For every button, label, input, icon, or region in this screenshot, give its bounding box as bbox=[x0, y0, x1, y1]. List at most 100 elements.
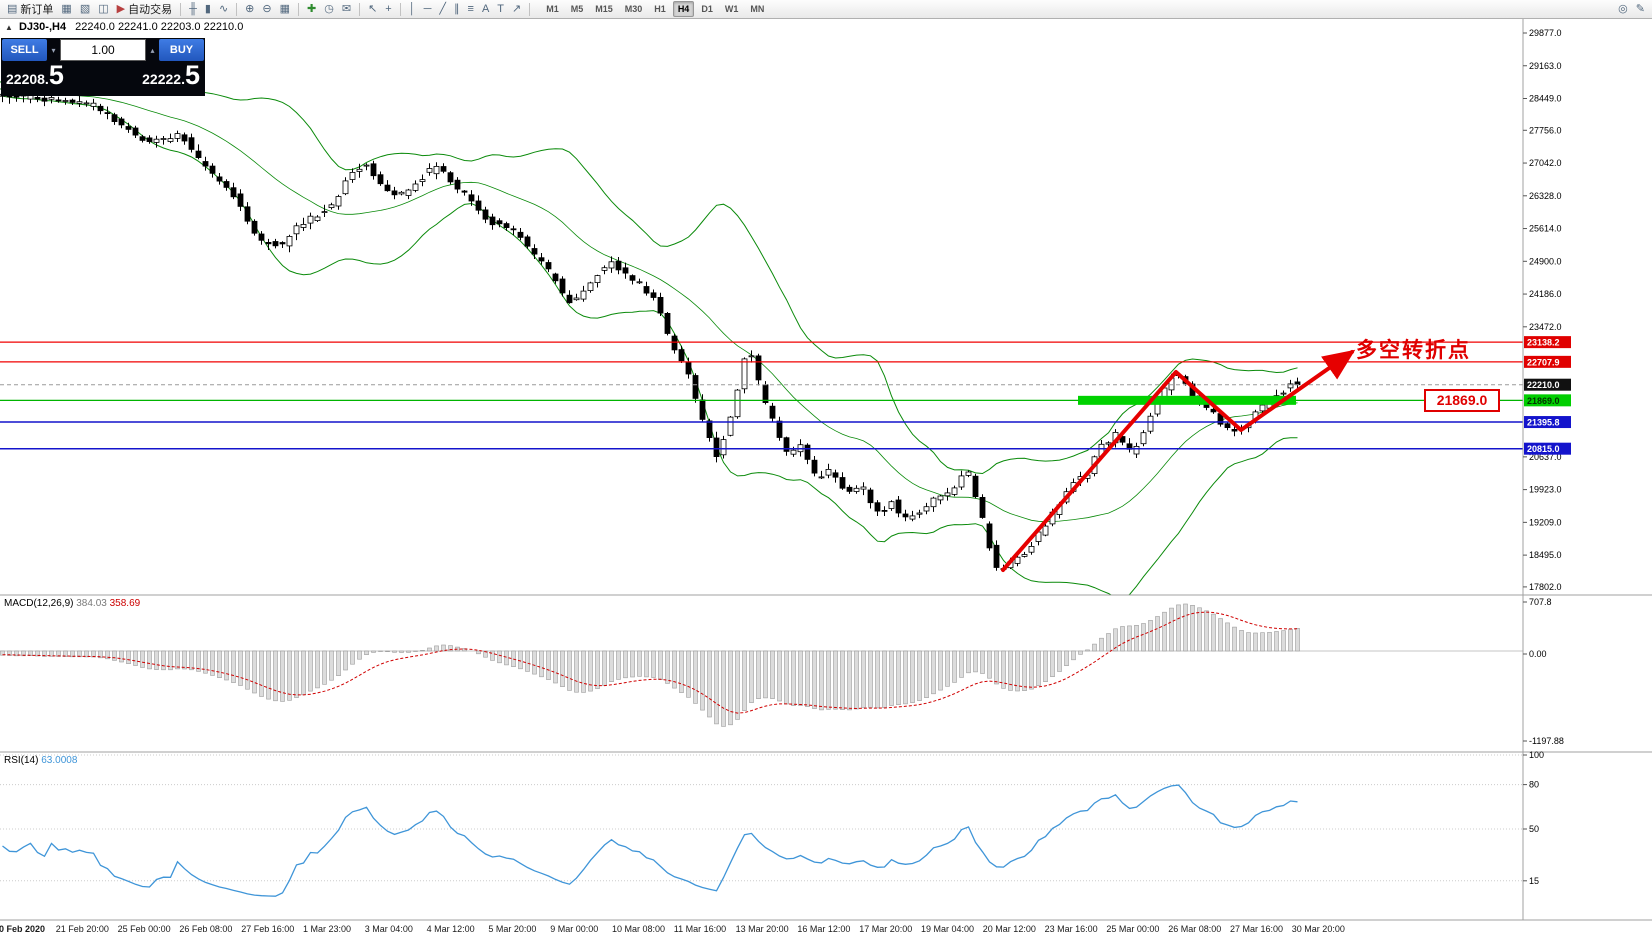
candlestick-chart-button[interactable]: ▮ bbox=[201, 0, 215, 19]
toolbar-left-group: ▤ 新订单 ▦ ▧ ◫ ▶ 自动交易 ╫ ▮ ∿ ⊕ ⊖ ▦ ✚ ◷ ✉ ↖ + │ ─ ╱ ∥ ≡ A T ↗ bbox=[3, 0, 534, 19]
svg-text:13 Mar 20:00: 13 Mar 20:00 bbox=[736, 924, 789, 934]
buy-button[interactable]: BUY bbox=[159, 39, 204, 61]
timeframe-m15-button[interactable]: M15 bbox=[595, 4, 613, 14]
svg-text:3 Mar 04:00: 3 Mar 04:00 bbox=[365, 924, 413, 934]
svg-text:29163.0: 29163.0 bbox=[1529, 61, 1562, 71]
new-chart-button[interactable]: ✚ bbox=[303, 0, 320, 19]
timeframe-d1-button[interactable]: D1 bbox=[701, 4, 713, 14]
timeframe-m5-button[interactable]: M5 bbox=[570, 4, 584, 14]
timeframe-h4-button[interactable]: H4 bbox=[672, 1, 695, 17]
chart-window-button[interactable]: ▦ bbox=[57, 0, 75, 19]
horizontal-line-button[interactable]: ─ bbox=[420, 0, 436, 19]
profiles-button[interactable]: ▧ bbox=[76, 0, 94, 19]
autotrading-button-label: 自动交易 bbox=[128, 4, 173, 16]
trendline-button[interactable]: ╱ bbox=[435, 0, 450, 19]
mail-icon: ✉ bbox=[341, 2, 352, 15]
buy-price-big-digit: 5 bbox=[184, 60, 200, 90]
edit-icon: ✎ bbox=[1635, 2, 1645, 15]
bar-chart-button[interactable]: ╫ bbox=[185, 0, 201, 19]
svg-text:23472.0: 23472.0 bbox=[1529, 322, 1562, 332]
timeframe-m1-button[interactable]: M1 bbox=[546, 4, 559, 14]
rsi-line bbox=[2, 784, 1298, 897]
rsi-name: RSI(14) bbox=[4, 755, 39, 766]
fibonacci-icon: ≡ bbox=[467, 2, 474, 15]
autotrading-button[interactable]: ▶ 自动交易 bbox=[113, 0, 176, 19]
trendline-icon: ╱ bbox=[439, 2, 447, 15]
macd-axis[interactable]: 707.8 0.00 -1197.88 bbox=[1523, 597, 1564, 746]
cursor-button[interactable]: ↖ bbox=[364, 0, 381, 19]
svg-text:25 Feb 00:00: 25 Feb 00:00 bbox=[118, 924, 171, 934]
svg-text:25614.0: 25614.0 bbox=[1529, 224, 1562, 234]
time-axis[interactable]: 20 Feb 2020 21 Feb 20:00 25 Feb 00:00 26 Fe… bbox=[0, 924, 1345, 934]
timeframe-w1-button[interactable]: W1 bbox=[724, 4, 739, 14]
volume-decrease-button[interactable]: ▾ bbox=[51, 45, 56, 55]
chart-area[interactable] bbox=[0, 18, 1523, 595]
arrows-icon: ↗ bbox=[512, 2, 522, 15]
volume-increase-button[interactable]: ▴ bbox=[150, 45, 155, 55]
svg-text:25 Mar 00:00: 25 Mar 00:00 bbox=[1106, 924, 1159, 934]
text-button[interactable]: A bbox=[478, 0, 493, 19]
turning-point-annotation: 多空转折点 bbox=[1356, 339, 1471, 362]
svg-text:20 Mar 12:00: 20 Mar 12:00 bbox=[983, 924, 1036, 934]
svg-text:10 Mar 08:00: 10 Mar 08:00 bbox=[612, 924, 665, 934]
macd-name: MACD(12,26,9) bbox=[4, 598, 74, 609]
tile-windows-button[interactable]: ▦ bbox=[276, 0, 294, 19]
trend-arrow bbox=[1001, 349, 1356, 572]
svg-text:9 Mar 00:00: 9 Mar 00:00 bbox=[550, 924, 598, 934]
collapse-one-click-icon[interactable]: ▲ bbox=[5, 23, 13, 32]
text-label-icon: T bbox=[497, 2, 505, 15]
svg-text:19 Mar 04:00: 19 Mar 04:00 bbox=[921, 924, 974, 934]
level-price-box: 21869.0 bbox=[1424, 389, 1500, 412]
rsi-axis[interactable]: 100 80 50 15 bbox=[1523, 750, 1544, 886]
crosshair-button[interactable]: + bbox=[381, 0, 395, 19]
sell-button[interactable]: SELL bbox=[2, 39, 47, 61]
sell-price-big-digit: 5 bbox=[48, 60, 64, 90]
svg-text:26328.0: 26328.0 bbox=[1529, 191, 1562, 201]
panel-separators bbox=[0, 18, 1652, 921]
vertical-line-icon: │ bbox=[408, 2, 416, 15]
period-clock-button[interactable]: ◷ bbox=[320, 0, 338, 19]
edit-button[interactable]: ✎ bbox=[1632, 0, 1649, 19]
zoom-out-icon: ⊖ bbox=[262, 2, 272, 15]
zoom-out-button[interactable]: ⊖ bbox=[258, 0, 275, 19]
new-order-button[interactable]: ▤ 新订单 bbox=[3, 0, 57, 19]
timeframe-m30-button[interactable]: M30 bbox=[624, 4, 643, 14]
new-order-button-label: 新订单 bbox=[20, 4, 54, 16]
toolbar-separator bbox=[236, 2, 238, 16]
search-button[interactable]: ◎ bbox=[1614, 0, 1632, 19]
timeframe-h1-button[interactable]: H1 bbox=[654, 4, 666, 14]
line-chart-button[interactable]: ∿ bbox=[215, 0, 232, 19]
svg-text:1 Mar 23:00: 1 Mar 23:00 bbox=[303, 924, 351, 934]
svg-text:21395.8: 21395.8 bbox=[1527, 418, 1560, 428]
green-support-band bbox=[1078, 395, 1296, 405]
zoom-in-button[interactable]: ⊕ bbox=[241, 0, 258, 19]
fibonacci-button[interactable]: ≡ bbox=[464, 0, 478, 19]
vertical-line-button[interactable]: │ bbox=[405, 0, 420, 19]
mail-button[interactable]: ✉ bbox=[338, 0, 355, 19]
timeframe-mn-button[interactable]: MN bbox=[750, 4, 765, 14]
volume-input[interactable] bbox=[60, 39, 146, 61]
svg-text:30 Mar 20:00: 30 Mar 20:00 bbox=[1292, 924, 1345, 934]
rsi-value: 63.0008 bbox=[41, 755, 78, 766]
text-label-button[interactable]: T bbox=[493, 0, 508, 19]
buy-price-main: 22222. bbox=[142, 71, 185, 87]
svg-text:16 Mar 12:00: 16 Mar 12:00 bbox=[797, 924, 850, 934]
svg-text:19209.0: 19209.0 bbox=[1529, 517, 1562, 527]
one-click-price-row: 22208. 5 22222. 5 bbox=[2, 61, 204, 95]
arrows-button[interactable]: ↗ bbox=[508, 0, 525, 19]
channel-button[interactable]: ∥ bbox=[450, 0, 464, 19]
svg-text:100: 100 bbox=[1529, 750, 1544, 760]
svg-text:11 Mar 16:00: 11 Mar 16:00 bbox=[674, 924, 726, 934]
svg-text:-1197.88: -1197.88 bbox=[1529, 736, 1564, 746]
sell-price-main: 22208. bbox=[6, 71, 49, 87]
candlestick-chart-icon: ▮ bbox=[204, 2, 211, 15]
svg-text:24900.0: 24900.0 bbox=[1529, 256, 1562, 266]
svg-text:26 Mar 08:00: 26 Mar 08:00 bbox=[1168, 924, 1221, 934]
toolbar-separator bbox=[399, 2, 401, 16]
market-watch-button[interactable]: ◫ bbox=[94, 0, 112, 19]
toolbar-separator bbox=[298, 2, 300, 16]
buy-price: 22222. 5 bbox=[142, 60, 200, 90]
price-axis[interactable]: 29877.0 29163.0 28449.0 27756.0 27042.0 26328… bbox=[1523, 28, 1571, 592]
